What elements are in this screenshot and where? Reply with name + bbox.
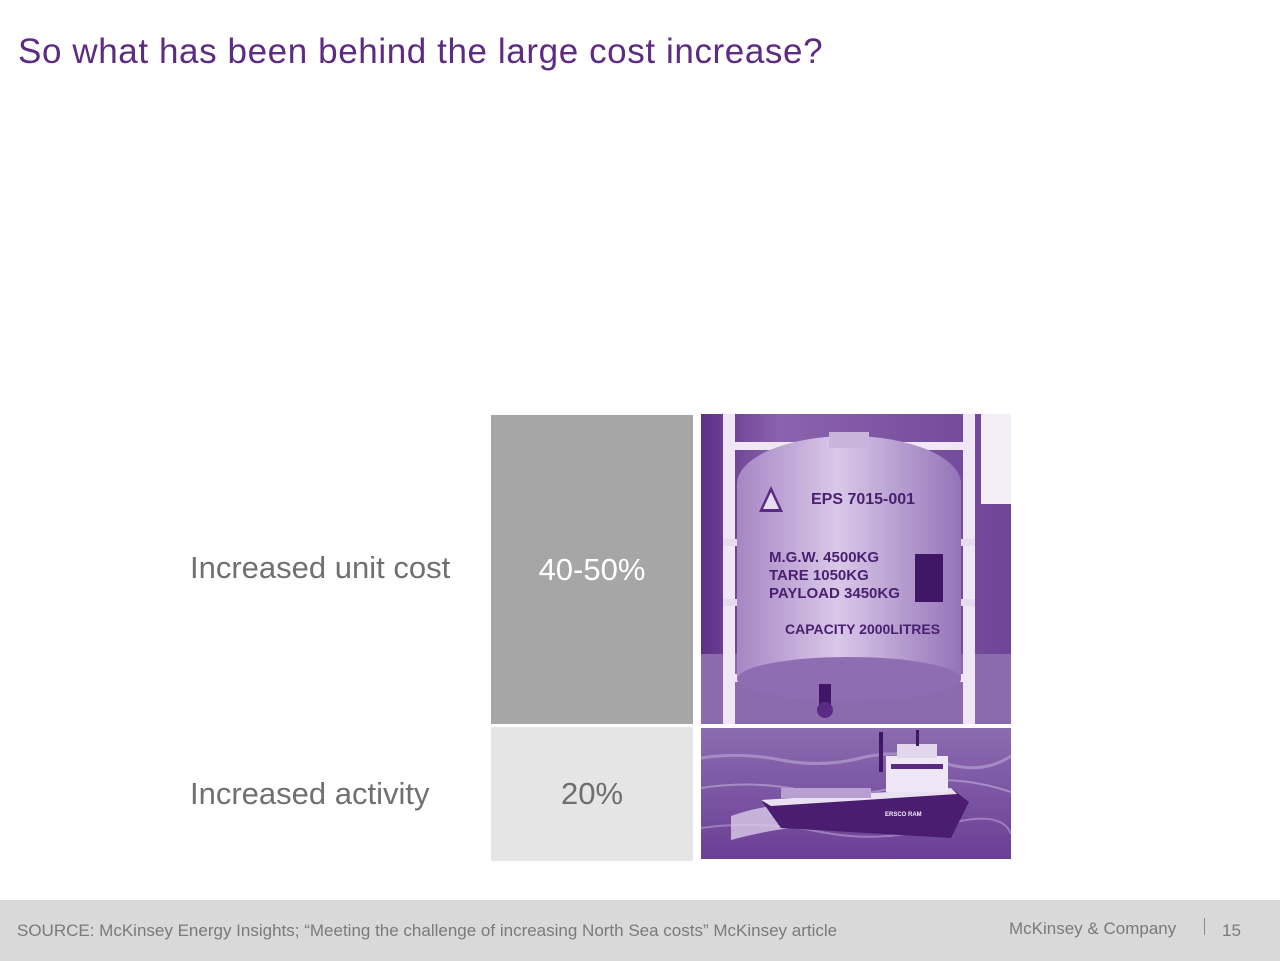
tank-tare-text: TARE 1050KG	[769, 567, 869, 584]
ship-name-text: ERSCO RAM	[885, 812, 922, 818]
tank-code-text: EPS 7015-001	[811, 491, 915, 508]
source-note: SOURCE: McKinsey Energy Insights; “Meeti…	[17, 921, 838, 940]
slide-title: So what has been behind the large cost i…	[18, 32, 824, 71]
unit-cost-share-block: 40-50%	[491, 415, 693, 724]
footer-separator	[1204, 918, 1205, 935]
company-name: McKinsey & Company	[1009, 919, 1177, 938]
footer-bar: SOURCE: McKinsey Energy Insights; “Meeti…	[0, 900, 1280, 961]
activity-share-block: 20%	[491, 727, 693, 861]
tank-mgw-text: M.G.W. 4500KG	[769, 549, 879, 566]
unit-cost-share-value: 40-50%	[538, 551, 646, 587]
tank-payload-text: PAYLOAD 3450KG	[769, 585, 900, 602]
activity-share-value: 20%	[560, 776, 624, 811]
tank-capacity-text: CAPACITY 2000LITRES	[785, 621, 940, 637]
tank-container-photo: EPS 7015-001 M.G.W. 4500KG TARE 1050KG P…	[701, 414, 1011, 724]
page-number: 15	[1222, 921, 1241, 940]
row-label-unit-cost: Increased unit cost	[190, 550, 451, 585]
supply-vessel-photo: ERSCO RAM	[701, 728, 1011, 859]
row-label-activity: Increased activity	[190, 776, 430, 811]
